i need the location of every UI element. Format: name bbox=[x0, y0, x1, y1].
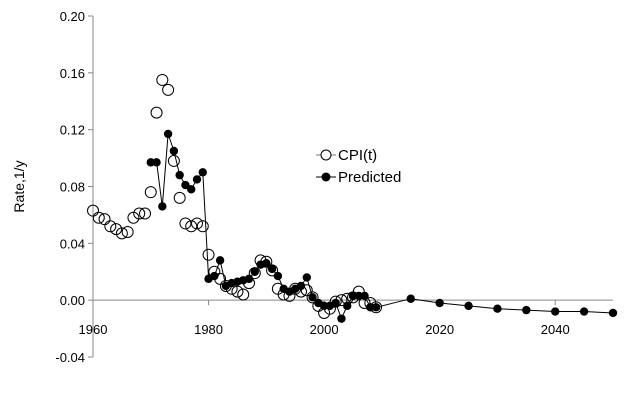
cpi-point bbox=[144, 186, 157, 199]
cpi-point bbox=[173, 191, 186, 204]
predicted-point bbox=[579, 307, 589, 316]
predicted-point bbox=[319, 301, 329, 311]
cpi-point bbox=[196, 220, 209, 233]
predicted-point bbox=[343, 301, 352, 311]
predicted-point bbox=[273, 271, 283, 281]
predicted-point bbox=[308, 293, 317, 302]
predicted-point bbox=[244, 274, 254, 284]
cpi-point bbox=[179, 217, 192, 230]
cpi-point bbox=[185, 220, 198, 233]
cpi-point bbox=[202, 248, 215, 261]
cpi-point bbox=[139, 207, 151, 220]
predicted-point bbox=[267, 264, 277, 274]
predicted-point bbox=[187, 185, 196, 194]
legend-cpi-marker bbox=[320, 149, 332, 161]
predicted-point bbox=[302, 273, 311, 282]
predicted-point bbox=[337, 314, 346, 323]
predicted-point bbox=[181, 180, 190, 190]
predicted-point bbox=[169, 146, 179, 156]
x-tick-label: 1960 bbox=[79, 322, 108, 337]
tick-labels: -0.04 0.00 0.04 0.08 0.12 0.16 0.20 1960 1980 200… bbox=[55, 9, 569, 365]
cpi-point bbox=[133, 207, 146, 220]
y-tick-label: 0.08 bbox=[60, 180, 85, 195]
x-tick-label: 2020 bbox=[425, 322, 454, 337]
predicted-point bbox=[406, 294, 415, 303]
y-tick-label: 0.04 bbox=[60, 236, 85, 251]
predicted-point bbox=[435, 298, 444, 308]
y-tick-label: 0.16 bbox=[60, 66, 85, 81]
cpi-point bbox=[156, 73, 169, 86]
predicted-point bbox=[348, 291, 358, 301]
cpi-point bbox=[237, 288, 250, 301]
y-tick-label: 0.12 bbox=[60, 123, 85, 138]
predicted-point bbox=[262, 259, 271, 268]
predicted-point bbox=[198, 168, 207, 177]
predicted-point bbox=[158, 202, 167, 211]
predicted-point bbox=[608, 308, 618, 318]
legend-predicted-marker bbox=[321, 172, 331, 182]
x-tick-label: 2000 bbox=[310, 322, 339, 337]
cpi-point bbox=[104, 220, 117, 233]
predicted-point bbox=[250, 267, 259, 276]
cpi-point bbox=[231, 285, 244, 298]
predicted-point bbox=[163, 129, 173, 139]
plot-area bbox=[87, 73, 618, 323]
predicted-point bbox=[371, 303, 381, 312]
predicted-point bbox=[551, 307, 560, 316]
cpi-point bbox=[92, 211, 105, 224]
cpi-point bbox=[150, 106, 163, 119]
cpi-point bbox=[167, 154, 180, 167]
predicted-point bbox=[146, 158, 155, 167]
predicted-point bbox=[210, 271, 219, 281]
cpi-point bbox=[121, 225, 134, 238]
x-tick-label: 1980 bbox=[194, 322, 223, 337]
predicted-point bbox=[215, 256, 225, 265]
legend: CPI(t) Predicted bbox=[316, 147, 401, 186]
y-tick-label: 0.20 bbox=[60, 9, 85, 24]
legend-cpi-label: CPI(t) bbox=[338, 147, 377, 164]
predicted-series-line bbox=[150, 133, 614, 320]
cpi-point bbox=[162, 83, 175, 96]
y-axis-title: Rate,1/y bbox=[11, 160, 27, 212]
predicted-point bbox=[175, 170, 184, 180]
predicted-point bbox=[366, 303, 375, 312]
predicted-point bbox=[464, 301, 473, 311]
predicted-point bbox=[331, 298, 340, 308]
predicted-point bbox=[192, 175, 202, 184]
predicted-point bbox=[522, 305, 531, 315]
cpi-point bbox=[115, 227, 128, 240]
predicted-point bbox=[493, 304, 502, 313]
x-tick-label: 2040 bbox=[541, 322, 570, 337]
y-tick-label: 0.00 bbox=[60, 293, 85, 308]
predicted-point bbox=[296, 281, 306, 291]
cpi-point bbox=[306, 291, 319, 304]
legend-predicted-label: Predicted bbox=[338, 169, 401, 186]
predicted-point bbox=[354, 291, 363, 301]
predicted-point bbox=[152, 158, 161, 167]
cpi-point bbox=[191, 217, 203, 230]
predicted-point bbox=[360, 291, 369, 301]
y-tick-label: -0.04 bbox=[55, 350, 85, 365]
